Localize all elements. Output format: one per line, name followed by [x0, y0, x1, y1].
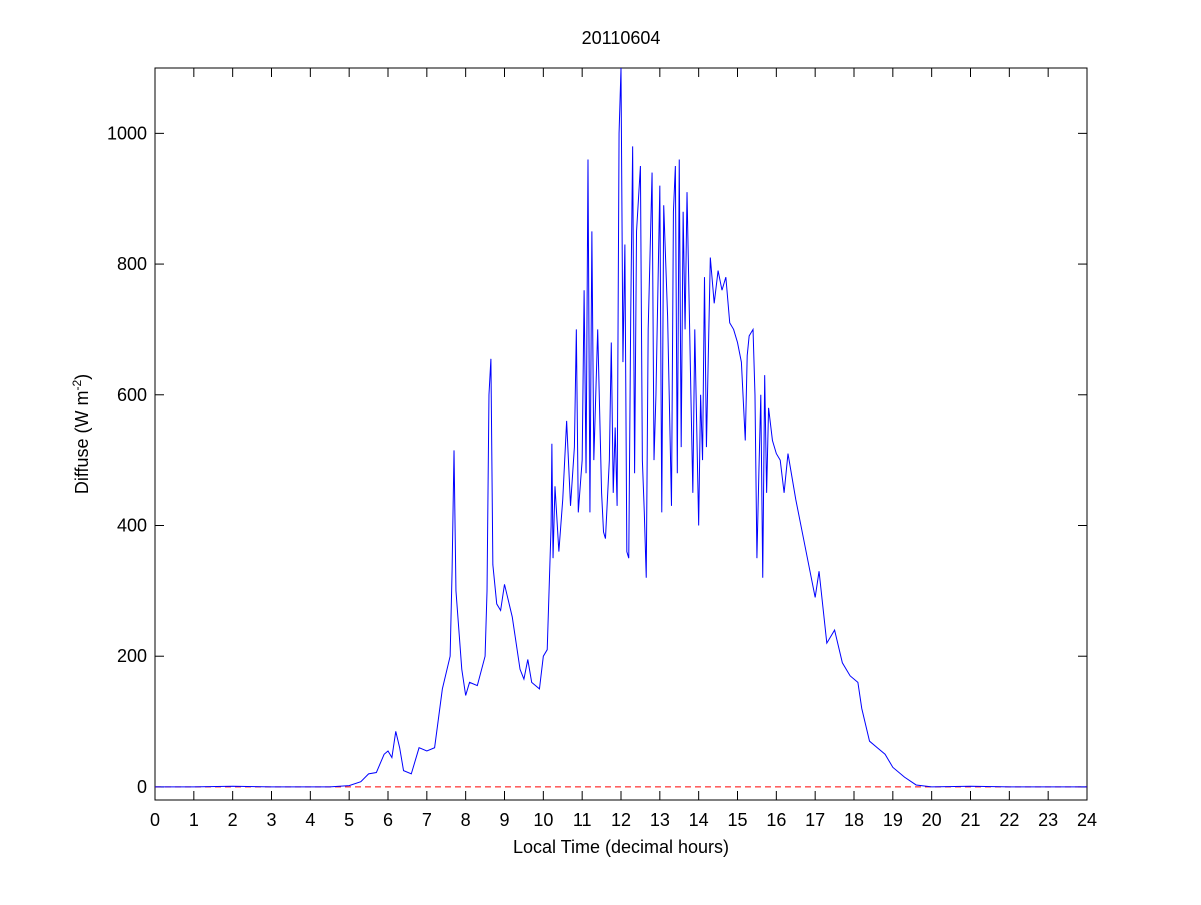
y-tick-label: 0	[137, 777, 147, 797]
x-tick-label: 3	[266, 810, 276, 830]
x-tick-label: 17	[805, 810, 825, 830]
x-tick-label: 15	[727, 810, 747, 830]
y-tick-label: 400	[117, 516, 147, 536]
x-tick-label: 14	[689, 810, 709, 830]
x-tick-label: 18	[844, 810, 864, 830]
x-tick-label: 21	[960, 810, 980, 830]
x-axis-label: Local Time (decimal hours)	[513, 837, 729, 857]
plot-area	[154, 67, 1088, 801]
x-tick-label: 24	[1077, 810, 1097, 830]
x-tick-label: 4	[305, 810, 315, 830]
x-tick-label: 1	[189, 810, 199, 830]
x-tick-label: 2	[228, 810, 238, 830]
y-tick-label: 1000	[107, 123, 147, 143]
x-tick-label: 8	[461, 810, 471, 830]
data-line	[155, 67, 1087, 788]
x-tick-label: 9	[499, 810, 509, 830]
y-axis-label-superscript: -2	[70, 379, 84, 390]
chart-title: 20110604	[582, 28, 661, 48]
y-tick-label: 600	[117, 385, 147, 405]
y-tick-label: 800	[117, 254, 147, 274]
x-tick-label: 13	[650, 810, 670, 830]
x-tick-label: 16	[766, 810, 786, 830]
x-tick-label: 22	[999, 810, 1019, 830]
x-tick-label: 20	[922, 810, 942, 830]
y-axis-label-suffix: )	[72, 374, 92, 380]
y-axis-label: Diffuse (W m-2)	[70, 374, 92, 494]
x-tick-label: 6	[383, 810, 393, 830]
x-tick-label: 11	[573, 810, 592, 830]
x-tick-label: 12	[611, 810, 631, 830]
x-tick-label: 0	[150, 810, 160, 830]
x-tick-label: 5	[344, 810, 354, 830]
x-tick-label: 7	[422, 810, 432, 830]
y-axis-label-text: Diffuse (W m	[72, 390, 92, 494]
y-tick-label: 200	[117, 646, 147, 666]
x-tick-label: 23	[1038, 810, 1058, 830]
x-tick-label: 19	[883, 810, 903, 830]
x-tick-label: 10	[533, 810, 553, 830]
